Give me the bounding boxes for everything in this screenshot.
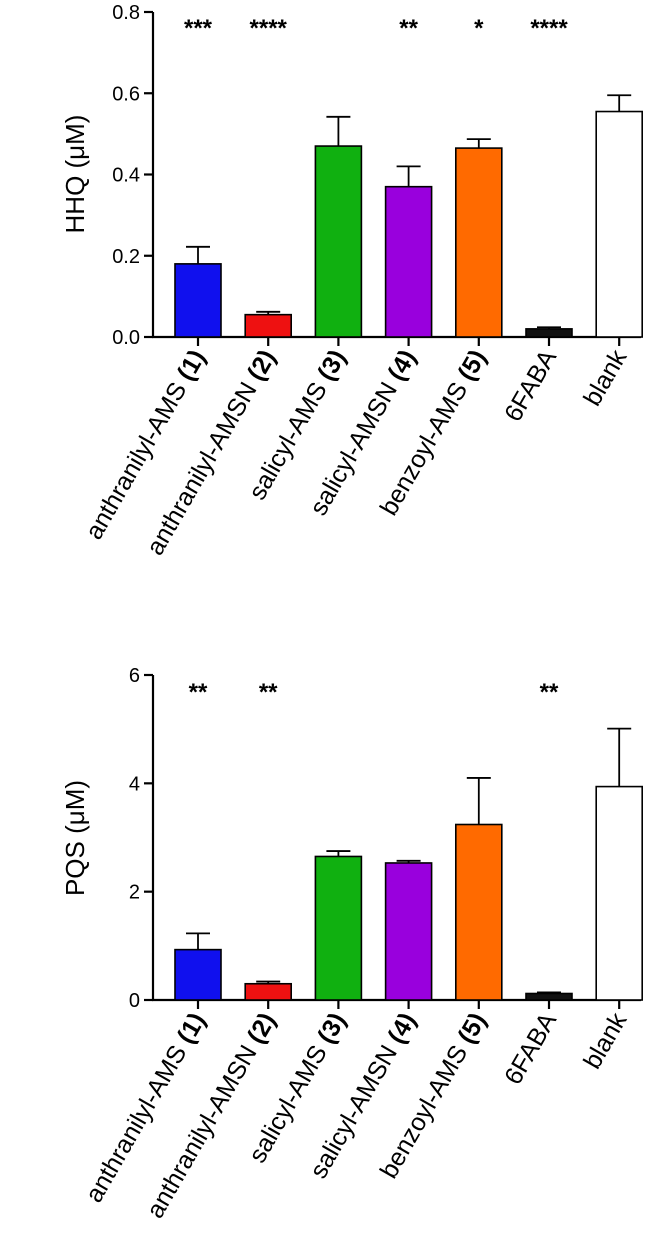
y-tick-label: 0.2 xyxy=(112,246,140,268)
category-label: blank xyxy=(578,1008,632,1074)
y-tick-label: 0.0 xyxy=(112,327,140,349)
bar xyxy=(525,328,573,338)
bar xyxy=(244,982,292,1001)
significance-label: **** xyxy=(250,15,288,42)
significance-label: ** xyxy=(540,679,559,706)
bar xyxy=(384,185,433,338)
bar xyxy=(384,862,433,1001)
category-label: anthranilyl-AMSN (2) xyxy=(141,345,281,560)
category-label: 6FABA xyxy=(499,1008,562,1090)
significance-label: *** xyxy=(184,15,213,42)
bar xyxy=(174,948,222,1001)
category-label: 6FABA xyxy=(499,345,562,427)
y-tick-label: 6 xyxy=(129,665,140,687)
bar xyxy=(525,992,573,1001)
bar xyxy=(454,147,503,338)
bar xyxy=(314,145,363,338)
y-tick-label: 0.6 xyxy=(112,83,140,105)
bar xyxy=(595,785,644,1001)
bar xyxy=(595,110,644,338)
y-axis-label: PQS (μM) xyxy=(60,780,90,896)
y-tick-label: 0.8 xyxy=(112,2,140,24)
significance-label: ** xyxy=(189,679,208,706)
category-label: blank xyxy=(578,345,632,411)
significance-label: * xyxy=(474,15,484,42)
category-label: anthranilyl-AMSN (2) xyxy=(141,1008,281,1223)
significance-label: ** xyxy=(259,679,278,706)
bar xyxy=(174,263,222,338)
significance-label: **** xyxy=(530,15,568,42)
significance-label: ** xyxy=(399,15,418,42)
y-tick-label: 0.4 xyxy=(112,165,140,187)
y-tick-label: 4 xyxy=(129,773,140,795)
y-tick-label: 2 xyxy=(129,882,140,904)
y-axis-label: HHQ (μM) xyxy=(60,115,90,234)
bar xyxy=(244,313,292,338)
bar xyxy=(314,855,363,1001)
bar xyxy=(454,823,503,1001)
y-tick-label: 0 xyxy=(129,990,140,1012)
